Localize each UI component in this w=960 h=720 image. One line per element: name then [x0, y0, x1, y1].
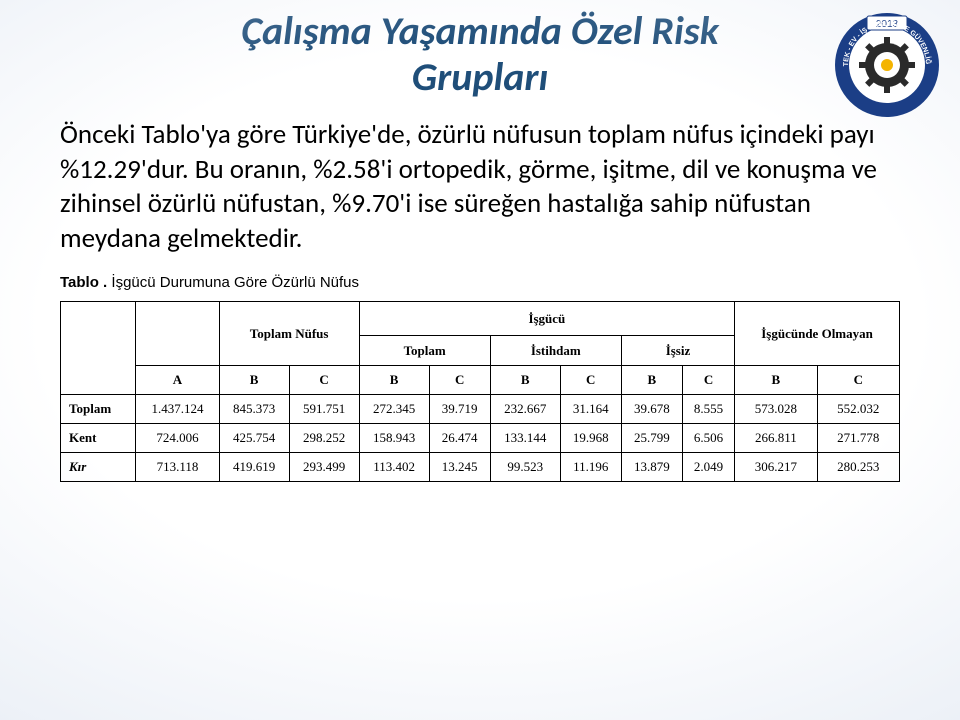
cell: 293.499	[289, 453, 359, 482]
subcol-2-c: C	[560, 366, 621, 395]
table-row: Kent724.006425.754298.252158.94326.47413…	[61, 424, 900, 453]
table-caption-rest: İşgücü Durumuna Göre Özürlü Nüfus	[107, 274, 359, 291]
cell: 271.778	[817, 424, 899, 453]
row-label: Toplam	[61, 395, 136, 424]
cell-a: 713.118	[136, 453, 219, 482]
cell: 272.345	[359, 395, 429, 424]
cell: 8.555	[682, 395, 734, 424]
cell: 19.968	[560, 424, 621, 453]
col-group-4: İşgücünde Olmayan	[735, 302, 900, 366]
cell: 26.474	[429, 424, 490, 453]
cell: 31.164	[560, 395, 621, 424]
cell: 11.196	[560, 453, 621, 482]
subcol-a: A	[136, 366, 219, 395]
cell: 573.028	[735, 395, 817, 424]
cell: 306.217	[735, 453, 817, 482]
table-row: Kır713.118419.619293.499113.40213.24599.…	[61, 453, 900, 482]
col-a-gap	[136, 302, 219, 366]
row-label: Kent	[61, 424, 136, 453]
subcol-0-b: B	[219, 366, 289, 395]
col-group-0: Toplam Nüfus	[219, 302, 359, 366]
subcol-2-b: B	[490, 366, 560, 395]
table-caption: Tablo . İşgücü Durumuna Göre Özürlü Nüfu…	[60, 274, 900, 291]
cell: 591.751	[289, 395, 359, 424]
col-blank	[61, 302, 136, 395]
col-superheader: İşgücü	[359, 302, 735, 336]
cell: 39.719	[429, 395, 490, 424]
cell: 25.799	[621, 424, 682, 453]
cell: 158.943	[359, 424, 429, 453]
subcol-1-b: B	[359, 366, 429, 395]
cell: 266.811	[735, 424, 817, 453]
cell: 133.144	[490, 424, 560, 453]
cell-a: 724.006	[136, 424, 219, 453]
table-caption-lead: Tablo .	[60, 274, 107, 291]
cell: 13.879	[621, 453, 682, 482]
title-line-1: Çalışma Yaşamında Özel Risk	[0, 8, 960, 54]
cell: 298.252	[289, 424, 359, 453]
col-group-3: İşsiz	[621, 336, 734, 366]
cell: 845.373	[219, 395, 289, 424]
cell-a: 1.437.124	[136, 395, 219, 424]
page-title: Çalışma Yaşamında Özel Risk Grupları	[0, 0, 960, 100]
body-paragraph: Önceki Tablo'ya göre Türkiye'de, özürlü …	[60, 118, 900, 256]
cell: 552.032	[817, 395, 899, 424]
col-group-2: İstihdam	[490, 336, 621, 366]
cell: 232.667	[490, 395, 560, 424]
row-label: Kır	[61, 453, 136, 482]
cell: 2.049	[682, 453, 734, 482]
col-group-1: Toplam	[359, 336, 490, 366]
cell: 13.245	[429, 453, 490, 482]
subcol-3-c: C	[682, 366, 734, 395]
workforce-table: Toplam Nüfusİşgücüİşgücünde Olmayan Topla…	[60, 301, 900, 482]
cell: 280.253	[817, 453, 899, 482]
subcol-3-b: B	[621, 366, 682, 395]
table-row: Toplam1.437.124845.373591.751272.34539.7…	[61, 395, 900, 424]
subcol-4-c: C	[817, 366, 899, 395]
subcol-1-c: C	[429, 366, 490, 395]
subcol-4-b: B	[735, 366, 817, 395]
cell: 425.754	[219, 424, 289, 453]
cell: 113.402	[359, 453, 429, 482]
cell: 419.619	[219, 453, 289, 482]
cell: 39.678	[621, 395, 682, 424]
cell: 99.523	[490, 453, 560, 482]
cell: 6.506	[682, 424, 734, 453]
subcol-0-c: C	[289, 366, 359, 395]
title-line-2: Grupları	[0, 54, 960, 100]
